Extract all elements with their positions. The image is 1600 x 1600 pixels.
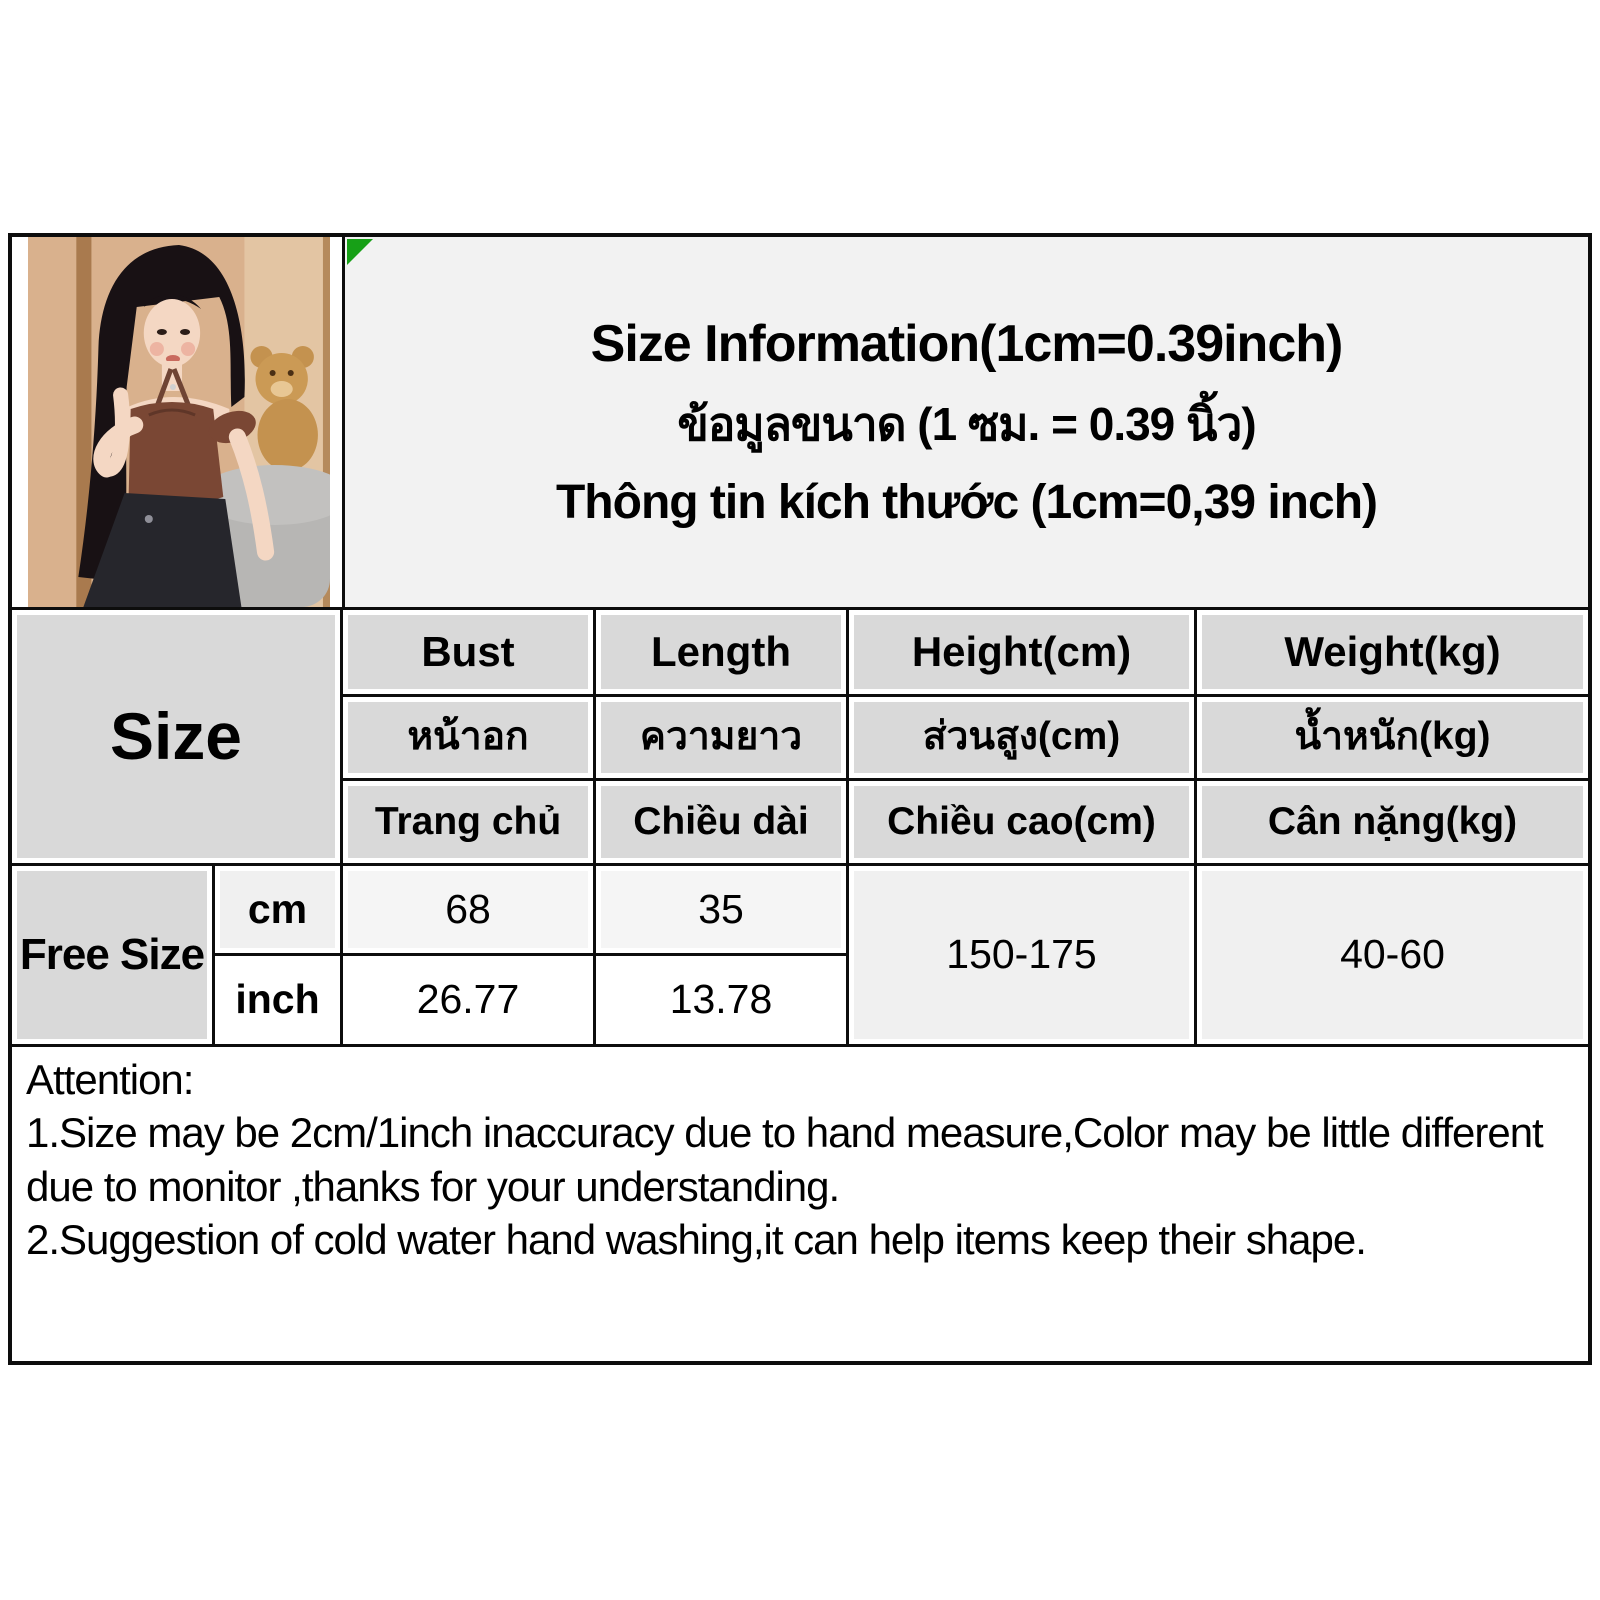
corner-flag-icon [347,239,373,265]
length-inch-cell: 13.78 [596,956,846,1044]
col-header-weight-th: น้ำหนัก(kg) [1197,697,1588,778]
unit-cm-cell: cm [215,866,340,953]
col-header-length-en: Length [596,610,846,694]
col-header-bust-th: หน้าอก [343,697,593,778]
free-size-cell: Free Size [12,866,212,1044]
unit-inch-cell: inch [215,956,340,1044]
length-cm-cell: 35 [596,866,846,953]
header-title-vi: Thông tin kích thước (1cm=0,39 inch) [555,476,1378,529]
bust-cm-cell: 68 [343,866,593,953]
col-header-length-th: ความยาว [596,697,846,778]
size-info-header: Size Information(1cm=0.39inch) ข้อมูลขนา… [345,237,1588,607]
bust-inch-cell: 26.77 [343,956,593,1044]
size-label: Size [17,615,335,858]
col-header-height-th: ส่วนสูง(cm) [849,697,1194,778]
weight-range-cell: 40-60 [1197,866,1588,1044]
attention-note-1: 1.Size may be 2cm/1inch inaccuracy due t… [26,1109,1544,1210]
col-header-height-vi: Chiều cao(cm) [849,781,1194,863]
product-photo [12,237,345,607]
size-table: Size Bust Length Height(cm) Weight(kg) ห… [12,610,1588,1044]
height-range-cell: 150-175 [849,866,1194,1044]
attention-note-2: 2.Suggestion of cold water hand washing,… [26,1215,1367,1263]
col-header-bust-en: Bust [343,610,593,694]
product-photo-illustration [28,237,330,607]
attention-section: Attention: 1.Size may be 2cm/1inch inacc… [12,1044,1588,1361]
size-chart-sheet: Size Information(1cm=0.39inch) ข้อมูลขนา… [8,233,1592,1365]
header-title-th: ข้อมูลขนาด (1 ซม. = 0.39 นิ้ว) [677,398,1256,450]
col-header-weight-en: Weight(kg) [1197,610,1588,694]
col-header-height-en: Height(cm) [849,610,1194,694]
col-header-bust-vi: Trang chủ [343,781,593,863]
top-section: Size Information(1cm=0.39inch) ข้อมูลขนา… [12,237,1588,610]
attention-title: Attention: [26,1056,194,1103]
size-label-cell: Size [12,610,340,863]
col-header-weight-vi: Cân nặng(kg) [1197,781,1588,863]
header-title-en: Size Information(1cm=0.39inch) [590,315,1344,373]
col-header-length-vi: Chiều dài [596,781,846,863]
